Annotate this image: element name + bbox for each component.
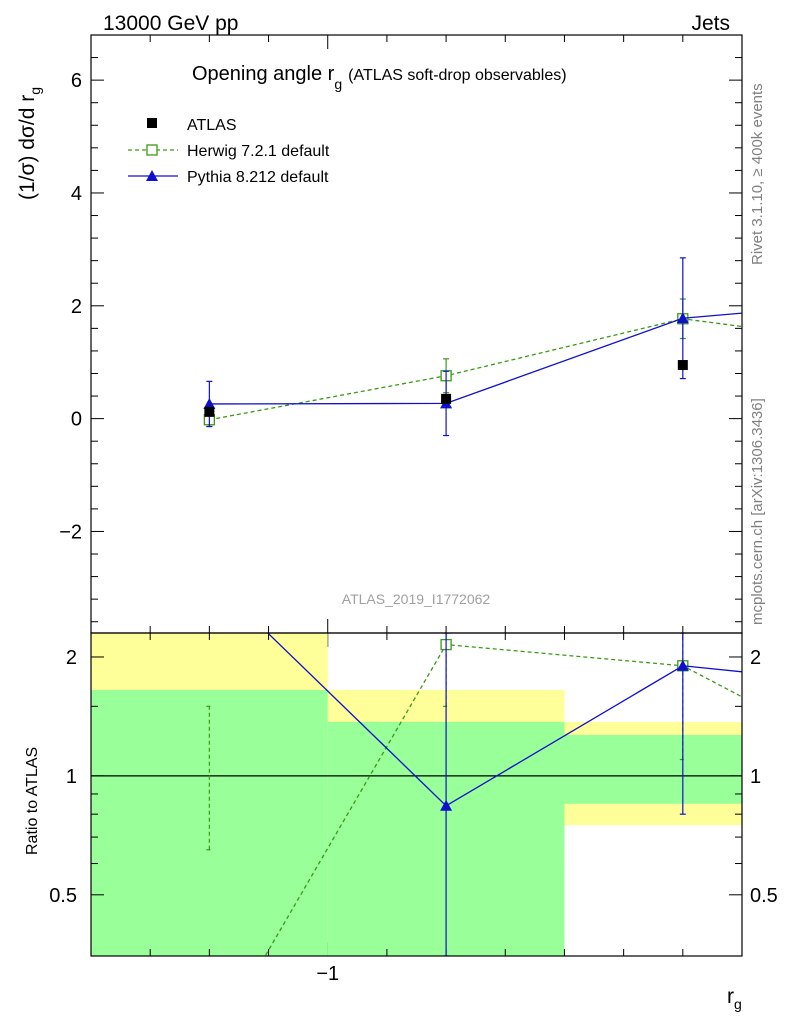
main-ytick-label: 4	[71, 183, 82, 205]
x-axis-label-sub: g	[734, 996, 742, 1012]
chart-title-note: (ATLAS soft-drop observables)	[348, 67, 566, 84]
ratio-ylabel: Ratio to ATLAS	[24, 747, 41, 855]
pythia-line	[209, 312, 742, 405]
legend-herwig-label: Herwig 7.2.1 default	[187, 143, 330, 160]
legend-atlas-label: ATLAS	[187, 117, 237, 134]
main-ytick-label: −2	[59, 521, 82, 543]
main-ylabel: (1/σ) dσ/d rg	[16, 87, 43, 200]
ratio-ytick-label-right: 2	[750, 647, 761, 669]
pythia-ratio-point	[676, 659, 689, 671]
ratio-ytick-label-right: 1	[750, 766, 761, 788]
chart-title-sub: g	[334, 76, 342, 92]
series-pythia	[203, 257, 742, 437]
ratio-bands	[91, 633, 742, 956]
ratio-series	[206, 633, 742, 956]
main-ytick-label: 0	[71, 409, 82, 431]
main-ylabel-sub: g	[27, 87, 43, 95]
atlas-point	[677, 360, 688, 371]
ratio-ytick-label: 2	[66, 647, 77, 669]
energy-label: 13000 GeV pp	[103, 12, 238, 35]
ratio-ytick-label-right: 0.5	[750, 885, 778, 907]
x-axis-label: rg	[727, 985, 742, 1012]
herwig-ratio-line	[264, 643, 742, 956]
legend-herwig-marker	[146, 144, 158, 156]
analysis-id: ATLAS_2019_I1772062	[342, 591, 491, 607]
series-pythia-ratio	[266, 633, 742, 956]
main-ytick-label: 2	[71, 296, 82, 318]
legend-atlas-marker	[147, 118, 157, 128]
process-label: Jets	[691, 12, 730, 35]
main-plot	[91, 35, 742, 956]
legend: ATLAS Herwig 7.2.1 default Pythia 8.212 …	[128, 117, 330, 186]
legend-pythia-label: Pythia 8.212 default	[187, 169, 329, 186]
ratio-ytick-label: 0.5	[49, 885, 77, 907]
pythia-ratio-error-group	[443, 633, 450, 956]
atlas-point	[204, 406, 215, 417]
ratio-frame	[90, 632, 743, 957]
xtick-label: −1	[316, 963, 339, 985]
mcplots-label: mcplots.cern.ch [arXiv:1306.3436]	[749, 398, 766, 625]
pythia-point	[676, 312, 689, 324]
rivet-label: Rivet 3.1.10, ≥ 400k events	[749, 83, 766, 265]
pythia-ratio-point	[440, 799, 453, 811]
main-ylabel-main: (1/σ) dσ/d r	[16, 95, 39, 200]
pythia-point	[203, 397, 216, 409]
ratio-ytick-label: 1	[66, 766, 77, 788]
chart-title: Opening angle rg (ATLAS soft-drop observa…	[192, 63, 567, 92]
pythia-ratio-line	[266, 633, 742, 807]
herwig-line	[209, 318, 742, 421]
ratio-band-green	[564, 734, 742, 804]
main-ytick-label: 6	[71, 70, 82, 92]
atlas-point	[441, 393, 452, 404]
chart-title-main: Opening angle r	[192, 63, 335, 85]
legend-pythia-marker	[146, 170, 158, 181]
series-herwig	[203, 298, 742, 428]
ratio-plot	[91, 35, 742, 956]
series-atlas	[204, 360, 688, 417]
main-series	[203, 257, 742, 437]
x-axis-label-main: r	[727, 985, 734, 1008]
herwig-ratio-error-group	[206, 705, 213, 851]
